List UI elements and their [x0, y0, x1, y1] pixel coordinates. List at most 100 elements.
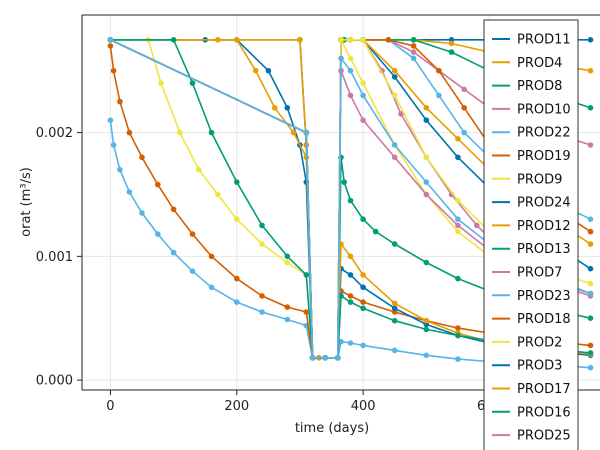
legend-item-PROD25: PROD25	[492, 429, 571, 444]
data-point	[455, 216, 461, 222]
y-tick-label: 0.000	[36, 374, 73, 389]
data-point	[360, 216, 366, 222]
legend-label: PROD22	[517, 126, 571, 141]
data-point	[455, 356, 461, 362]
legend-label: PROD13	[517, 242, 571, 257]
data-point	[423, 191, 430, 198]
data-point	[455, 197, 461, 204]
data-point	[338, 293, 344, 299]
data-point	[587, 228, 594, 235]
data-point	[259, 293, 265, 299]
data-point	[259, 309, 265, 315]
data-point	[189, 80, 196, 86]
data-point	[391, 154, 398, 161]
x-tick-label: 400	[351, 399, 376, 414]
legend-item-PROD17: PROD17	[492, 382, 571, 397]
data-point	[391, 74, 398, 80]
data-point	[410, 55, 417, 62]
data-point	[423, 352, 430, 359]
data-point	[455, 332, 461, 339]
data-point	[410, 37, 417, 43]
legend-item-PROD2: PROD2	[492, 335, 562, 350]
data-point	[455, 275, 461, 282]
data-point	[360, 342, 366, 349]
legend-item-PROD18: PROD18	[492, 312, 571, 327]
legend-box	[483, 19, 579, 450]
data-point	[360, 80, 366, 86]
data-point	[587, 265, 594, 272]
data-point	[117, 98, 123, 105]
data-point	[587, 216, 594, 222]
data-point	[391, 347, 398, 354]
data-point	[423, 154, 430, 161]
data-point	[587, 350, 594, 356]
y-tick-label: 0.001	[36, 250, 73, 265]
data-point	[196, 166, 202, 173]
data-point	[347, 299, 354, 305]
legend-label: PROD7	[517, 266, 562, 281]
data-point	[126, 129, 133, 136]
data-point	[423, 317, 430, 324]
data-point	[587, 241, 594, 247]
legend-item-PROD4: PROD4	[492, 56, 562, 71]
data-point	[338, 338, 344, 345]
data-point	[347, 272, 354, 278]
legend-item-PROD24: PROD24	[492, 196, 571, 211]
data-point	[461, 86, 468, 93]
data-point	[284, 253, 291, 260]
legend-item-PROD8: PROD8	[492, 79, 562, 94]
data-point	[391, 67, 398, 74]
legend-label: PROD10	[517, 102, 571, 117]
data-point	[290, 129, 297, 136]
legend-item-PROD11: PROD11	[492, 33, 571, 48]
legend: PROD11 PROD4 PROD8 PROD10 PROD22 PROD19 PROD9 P…	[483, 19, 579, 450]
data-point	[303, 272, 310, 278]
series-line-PROD22	[109, 120, 591, 369]
legend-label: PROD12	[517, 219, 571, 234]
data-point	[117, 166, 123, 173]
data-point	[234, 216, 240, 222]
series-PROD13	[107, 37, 594, 361]
legend-label: PROD3	[517, 359, 562, 374]
data-point	[372, 228, 379, 235]
data-point	[189, 231, 196, 237]
data-point	[448, 49, 455, 55]
data-point	[234, 275, 240, 282]
x-axis-label: time (days)	[295, 421, 369, 436]
legend-item-PROD3: PROD3	[492, 359, 562, 374]
data-point	[360, 299, 366, 305]
data-point	[322, 355, 329, 361]
data-point	[587, 342, 594, 349]
data-point	[347, 55, 354, 62]
data-point	[360, 117, 366, 123]
data-point	[234, 179, 240, 185]
data-point	[259, 222, 265, 229]
legend-label: PROD8	[517, 79, 562, 94]
data-point	[455, 136, 461, 142]
legend-item-PROD9: PROD9	[492, 172, 562, 187]
data-point	[107, 43, 114, 49]
series-PROD22	[107, 117, 594, 371]
legend-item-PROD13: PROD13	[492, 242, 571, 257]
data-point	[284, 105, 291, 111]
data-point	[347, 340, 354, 346]
data-point	[360, 272, 366, 278]
data-point	[107, 37, 114, 43]
data-point	[423, 326, 430, 333]
legend-item-PROD7: PROD7	[492, 266, 562, 281]
data-point	[177, 129, 183, 136]
data-point	[341, 179, 348, 185]
data-point	[139, 210, 145, 216]
data-point	[360, 92, 366, 99]
data-point	[347, 37, 354, 43]
data-point	[189, 268, 196, 275]
data-point	[587, 37, 594, 43]
y-tick-label: 0.002	[36, 126, 73, 141]
data-point	[587, 142, 594, 148]
data-point	[309, 355, 316, 361]
data-point	[474, 222, 480, 229]
data-point	[587, 280, 594, 287]
data-point	[423, 259, 430, 266]
data-point	[208, 129, 215, 136]
data-point	[347, 67, 354, 74]
